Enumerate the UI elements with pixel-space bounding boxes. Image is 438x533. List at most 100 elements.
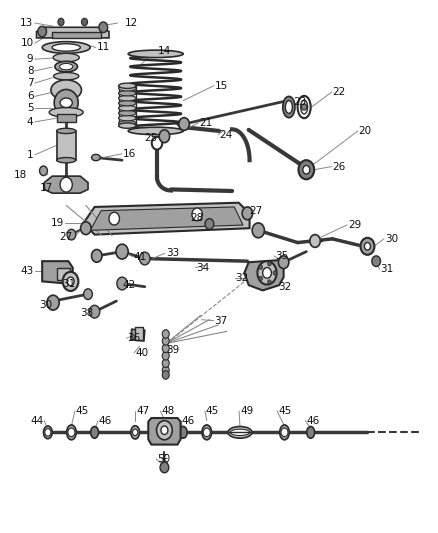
Circle shape <box>279 256 289 269</box>
Text: 24: 24 <box>219 130 232 140</box>
Circle shape <box>117 277 127 290</box>
Ellipse shape <box>119 91 136 96</box>
Circle shape <box>162 359 169 368</box>
Text: 31: 31 <box>381 264 394 274</box>
Circle shape <box>81 222 91 235</box>
Circle shape <box>303 165 310 174</box>
Bar <box>57 131 76 160</box>
Text: 20: 20 <box>359 126 372 136</box>
Text: 47: 47 <box>136 406 149 416</box>
Ellipse shape <box>53 53 79 62</box>
Text: 23: 23 <box>293 96 307 107</box>
Polygon shape <box>90 207 243 230</box>
Text: 30: 30 <box>385 234 398 244</box>
Polygon shape <box>84 203 250 235</box>
Circle shape <box>162 366 169 374</box>
Text: 8: 8 <box>27 66 33 76</box>
Ellipse shape <box>53 72 79 80</box>
Circle shape <box>273 271 277 275</box>
Ellipse shape <box>179 426 187 438</box>
Text: 15: 15 <box>215 81 228 91</box>
Circle shape <box>63 272 78 291</box>
Text: 16: 16 <box>123 149 136 159</box>
Circle shape <box>162 330 169 338</box>
Circle shape <box>133 429 138 435</box>
Text: 21: 21 <box>199 118 212 128</box>
Text: 22: 22 <box>332 87 346 97</box>
Ellipse shape <box>202 425 212 440</box>
Text: 4: 4 <box>27 117 33 127</box>
Ellipse shape <box>57 158 76 163</box>
Text: 39: 39 <box>166 345 179 356</box>
Ellipse shape <box>286 101 292 114</box>
Text: 35: 35 <box>275 251 288 261</box>
Circle shape <box>81 18 88 26</box>
Text: 13: 13 <box>20 18 33 28</box>
Text: 50: 50 <box>157 454 170 464</box>
Ellipse shape <box>131 426 140 439</box>
Text: 11: 11 <box>97 43 110 52</box>
Ellipse shape <box>60 98 72 108</box>
Text: 5: 5 <box>27 103 33 113</box>
Circle shape <box>140 252 150 265</box>
Ellipse shape <box>119 106 136 111</box>
Ellipse shape <box>119 86 136 91</box>
Text: 34: 34 <box>196 263 209 272</box>
Circle shape <box>281 428 288 437</box>
Polygon shape <box>42 261 73 284</box>
Ellipse shape <box>42 42 90 53</box>
Polygon shape <box>36 27 109 38</box>
Circle shape <box>192 208 202 221</box>
Circle shape <box>301 104 307 110</box>
Circle shape <box>47 295 59 310</box>
Circle shape <box>268 280 271 284</box>
Circle shape <box>203 428 210 437</box>
Circle shape <box>162 352 169 360</box>
Ellipse shape <box>91 426 99 438</box>
Circle shape <box>242 207 253 220</box>
Ellipse shape <box>280 425 289 440</box>
Text: 48: 48 <box>161 406 175 416</box>
Circle shape <box>364 243 371 250</box>
Circle shape <box>67 229 76 240</box>
Text: 46: 46 <box>182 416 195 426</box>
Bar <box>57 268 70 280</box>
Ellipse shape <box>51 80 81 100</box>
Text: 45: 45 <box>278 406 291 416</box>
Text: 38: 38 <box>80 308 93 318</box>
Ellipse shape <box>52 44 81 51</box>
Circle shape <box>45 429 51 436</box>
Circle shape <box>159 130 170 143</box>
Ellipse shape <box>49 108 83 117</box>
Text: 32: 32 <box>236 273 249 283</box>
Ellipse shape <box>119 123 136 128</box>
Circle shape <box>68 428 75 437</box>
Text: 44: 44 <box>30 416 43 426</box>
Polygon shape <box>44 176 88 193</box>
Ellipse shape <box>128 127 183 135</box>
Text: 1: 1 <box>27 150 33 160</box>
Polygon shape <box>131 329 145 341</box>
Ellipse shape <box>43 426 52 439</box>
Text: 46: 46 <box>306 416 320 426</box>
Text: 42: 42 <box>122 280 135 290</box>
Ellipse shape <box>228 426 252 438</box>
Ellipse shape <box>119 116 136 121</box>
Ellipse shape <box>300 100 307 114</box>
Text: 41: 41 <box>134 252 147 262</box>
Circle shape <box>372 256 381 266</box>
Circle shape <box>39 166 47 175</box>
Circle shape <box>58 18 64 26</box>
Circle shape <box>109 212 120 225</box>
Ellipse shape <box>283 96 295 118</box>
Ellipse shape <box>307 426 314 438</box>
Ellipse shape <box>119 110 136 116</box>
Ellipse shape <box>92 155 100 161</box>
Ellipse shape <box>54 90 78 116</box>
Ellipse shape <box>119 95 136 101</box>
Ellipse shape <box>67 425 76 440</box>
Text: 45: 45 <box>206 406 219 416</box>
Circle shape <box>161 426 168 434</box>
Text: 7: 7 <box>27 78 33 88</box>
Text: 29: 29 <box>348 220 361 230</box>
